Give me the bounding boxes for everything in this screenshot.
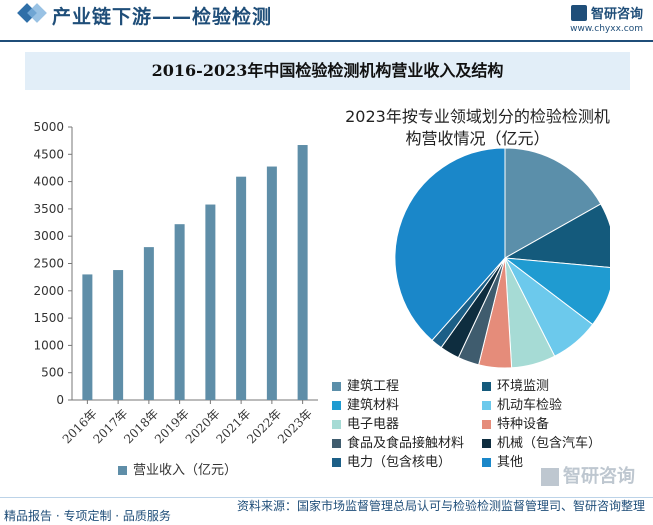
logo-name: 智研咨询 xyxy=(590,7,643,22)
pie-slice xyxy=(394,147,506,342)
y-tick-label: 4500 xyxy=(33,147,64,161)
watermark: 智研咨询 xyxy=(541,462,635,488)
logo-icon xyxy=(570,4,587,21)
bar xyxy=(236,176,247,400)
pie-legend-label: 机械（包含汽车） xyxy=(497,436,602,451)
bar xyxy=(143,247,154,400)
pie-legend: 建筑工程 环境监测建筑材料 机动车检验电子电器 特种设备食品及食品接触材料 机械（包含汽… xyxy=(332,378,642,472)
pie-slice xyxy=(504,147,602,259)
pie-legend-swatch xyxy=(332,458,341,467)
bar xyxy=(174,224,185,400)
pie-legend-item: 电子电器 xyxy=(332,416,482,434)
pie-legend-item: 食品及食品接触材料 xyxy=(332,435,482,453)
header-divider xyxy=(0,40,653,42)
page-header: 产业链下游——检验检测 智研咨询 www.chyxx.com xyxy=(0,0,653,36)
pie-slice xyxy=(503,203,610,269)
pie-title: 2023年按专业领域划分的检验检测机构营收情况（亿元） xyxy=(345,107,610,148)
y-tick-label: 4000 xyxy=(33,175,64,189)
bar-chart: 0 500 1000 1500 2000 2500 3000 3500 4000 4500 5000… xyxy=(33,120,318,446)
bar-legend-swatch xyxy=(118,466,127,475)
bar xyxy=(205,204,216,400)
bar-legend: 营业收入（亿元） xyxy=(118,459,237,478)
pie-legend-swatch xyxy=(482,401,491,410)
y-tick-label: 3500 xyxy=(33,202,64,216)
pie-chart xyxy=(394,147,610,369)
footer-divider xyxy=(0,497,653,498)
logo-url: www.chyxx.com xyxy=(570,24,643,34)
pie-legend-item: 环境监测 xyxy=(482,378,642,396)
page-footer: 精品报告 · 专项定制 · 品质服务 资料来源：国家市场监督管理总局认可与检验检… xyxy=(0,497,653,525)
pie-legend-swatch xyxy=(332,382,341,391)
y-tick-label: 1000 xyxy=(33,338,64,352)
page-title: 产业链下游——检验检测 xyxy=(52,6,273,28)
pie-legend-swatch xyxy=(332,439,341,448)
bar xyxy=(297,145,308,400)
bar xyxy=(266,166,277,400)
watermark-logo-icon xyxy=(541,468,559,486)
bar xyxy=(82,274,93,400)
pie-legend-label: 建筑工程 xyxy=(347,379,400,394)
y-tick-label: 0 xyxy=(56,393,64,407)
pie-legend-swatch xyxy=(482,420,491,429)
pie-legend-item: 建筑材料 xyxy=(332,397,482,415)
y-tick-label: 3000 xyxy=(33,229,64,243)
pie-legend-item: 电力（包含核电） xyxy=(332,454,482,472)
chart-banner: 2016-2023年中国检验检测机构营业收入及结构 xyxy=(25,52,630,90)
pie-legend-swatch xyxy=(482,382,491,391)
pie-legend-label: 食品及食品接触材料 xyxy=(347,436,465,451)
watermark-text: 智研咨询 xyxy=(563,466,635,487)
pie-legend-label: 电力（包含核电） xyxy=(347,455,452,470)
pie-legend-label: 机动车检验 xyxy=(497,398,563,413)
y-tick-label: 2500 xyxy=(33,257,64,271)
pie-legend-item: 特种设备 xyxy=(482,416,642,434)
pie-legend-item: 建筑工程 xyxy=(332,378,482,396)
footer-source: 资料来源：国家市场监督管理总局认可与检验检测监督管理司、智研咨询整理 xyxy=(236,499,645,513)
pie-legend-label: 环境监测 xyxy=(497,379,550,394)
pie-legend-swatch xyxy=(332,401,341,410)
pie-legend-item: 其他 xyxy=(482,454,642,472)
pie-legend-label: 特种设备 xyxy=(497,417,550,432)
pie-legend-item: 机械（包含汽车） xyxy=(482,435,642,453)
x-tick-label: 2023年 xyxy=(275,406,315,446)
bar xyxy=(113,270,124,400)
chart-title: 2016-2023年中国检验检测机构营业收入及结构 xyxy=(151,61,504,80)
bar-legend-label: 营业收入（亿元） xyxy=(133,463,238,478)
brand-logo: 智研咨询 www.chyxx.com xyxy=(570,2,643,34)
y-tick-label: 1500 xyxy=(33,311,64,325)
pie-legend-swatch xyxy=(332,420,341,429)
pie-legend-item: 机动车检验 xyxy=(482,397,642,415)
pie-legend-swatch xyxy=(482,439,491,448)
y-tick-label: 2000 xyxy=(33,284,64,298)
y-tick-label: 5000 xyxy=(33,120,64,134)
y-tick-label: 500 xyxy=(41,366,64,380)
footer-tagline: 精品报告 · 专项定制 · 品质服务 xyxy=(4,509,171,523)
pie-legend-label: 其他 xyxy=(497,455,524,470)
pie-legend-label: 电子电器 xyxy=(347,417,400,432)
pie-legend-swatch xyxy=(482,458,491,467)
pie-legend-label: 建筑材料 xyxy=(347,398,400,413)
